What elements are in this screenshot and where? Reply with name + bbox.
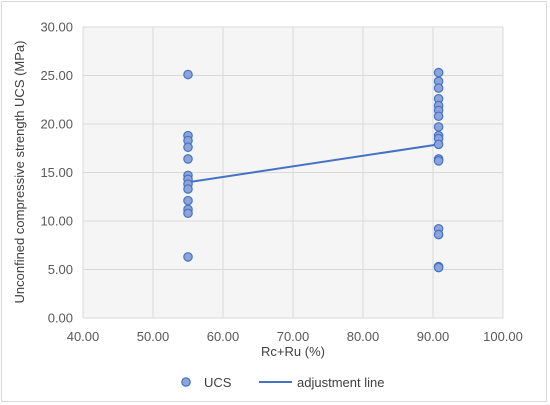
legend: UCS adjustment line xyxy=(181,375,384,390)
ucs-point xyxy=(183,208,193,219)
x-tick-label: 100.00 xyxy=(483,329,523,344)
ucs-point xyxy=(433,67,444,78)
ucs-point xyxy=(183,69,193,80)
ucs-point xyxy=(183,154,193,164)
y-tick-label: 20.00 xyxy=(40,117,73,132)
ucs-point xyxy=(183,142,193,153)
y-tick-label: 10.00 xyxy=(40,214,73,229)
ucs-point xyxy=(433,83,444,93)
ucs-point xyxy=(183,184,193,194)
ucs-point xyxy=(433,262,444,273)
ucs-point xyxy=(183,252,193,262)
y-tick-label: 15.00 xyxy=(40,165,73,180)
legend-adjustment-line-label: adjustment line xyxy=(297,375,384,390)
y-axis-title: Unconfined compressive strength UCS (MPa… xyxy=(12,41,27,304)
y-tick-label: 0.00 xyxy=(48,311,73,326)
y-tick-label: 25.00 xyxy=(40,68,73,83)
adjustment-line xyxy=(187,143,439,184)
legend-ucs-marker xyxy=(181,377,191,387)
grid-lines xyxy=(82,26,504,319)
ucs-point xyxy=(433,156,444,166)
ucs-point xyxy=(433,139,444,150)
y-tick-labels: 0.00 5.00 10.00 15.00 20.00 25.00 30.00 xyxy=(40,20,73,326)
adjustment-line-layer xyxy=(187,143,439,184)
ucs-points xyxy=(183,67,444,273)
x-tick-label: 80.00 xyxy=(347,329,380,344)
ucs-point xyxy=(433,111,444,122)
x-tick-label: 50.00 xyxy=(137,329,170,344)
x-tick-label: 60.00 xyxy=(207,329,240,344)
y-tick-label: 5.00 xyxy=(48,262,73,277)
y-tick-label: 30.00 xyxy=(40,20,73,35)
ucs-point xyxy=(433,122,444,132)
x-tick-label: 40.00 xyxy=(67,329,100,344)
legend-ucs-label: UCS xyxy=(204,375,232,390)
ucs-point xyxy=(183,195,193,206)
x-axis-title: Rc+Ru (%) xyxy=(261,344,325,359)
x-tick-label: 90.00 xyxy=(417,329,450,344)
ucs-point xyxy=(433,229,444,240)
x-tick-label: 70.00 xyxy=(277,329,310,344)
x-tick-labels: 40.00 50.00 60.00 70.00 80.00 90.00 100.00 xyxy=(67,329,523,344)
